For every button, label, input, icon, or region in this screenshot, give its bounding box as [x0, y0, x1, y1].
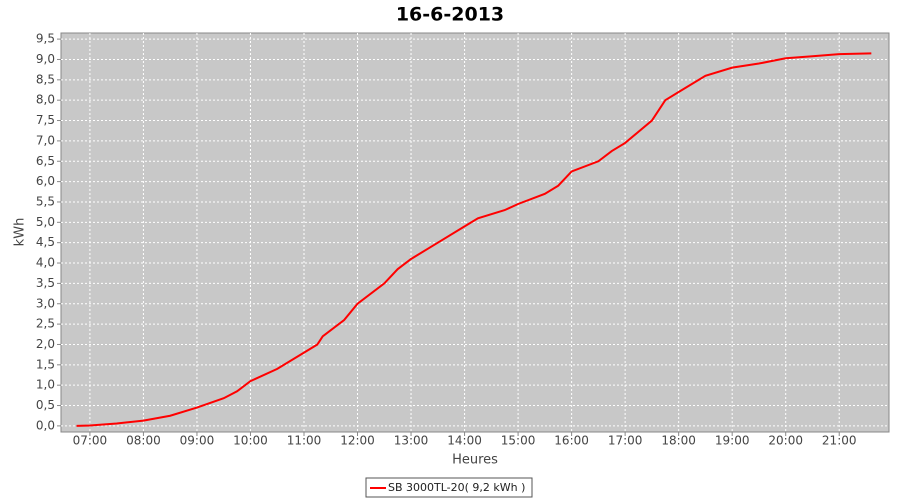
- y-tick-label: 3,0: [36, 296, 55, 310]
- x-tick-label: 13:00: [394, 434, 429, 448]
- legend-box: [365, 477, 533, 498]
- x-tick-label: 15:00: [501, 434, 536, 448]
- x-tick-label: 21:00: [822, 434, 857, 448]
- x-tick-label: 20:00: [768, 434, 803, 448]
- y-tick-label: 2,0: [36, 337, 55, 351]
- x-tick-label: 11:00: [287, 434, 322, 448]
- x-tick-label: 09:00: [180, 434, 215, 448]
- y-tick-label: 3,5: [36, 276, 55, 290]
- x-tick-label: 14:00: [447, 434, 482, 448]
- x-tick-label: 10:00: [233, 434, 268, 448]
- y-tick-label: 6,0: [36, 174, 55, 188]
- x-tick-label: 16:00: [554, 434, 589, 448]
- y-tick-label: 5,0: [36, 215, 55, 229]
- x-tick-label: 18:00: [661, 434, 696, 448]
- legend-label: SB 3000TL-20( 9,2 kWh ): [388, 481, 525, 494]
- y-tick-label: 9,5: [36, 32, 55, 46]
- x-tick-label: 17:00: [608, 434, 643, 448]
- y-axis-label: kWh: [13, 218, 28, 247]
- y-tick-label: 4,5: [36, 235, 55, 249]
- y-tick-label: 8,5: [36, 72, 55, 86]
- y-tick-label: 5,5: [36, 194, 55, 208]
- x-tick-label: 12:00: [340, 434, 375, 448]
- chart-title: 16-6-2013: [396, 4, 504, 26]
- y-tick-label: 0,0: [36, 418, 55, 432]
- data-line: [76, 52, 872, 427]
- y-tick-label: 1,0: [36, 378, 55, 392]
- y-tick-label: 9,0: [36, 52, 55, 66]
- x-tick-label: 08:00: [126, 434, 161, 448]
- y-tick-label: 1,5: [36, 357, 55, 371]
- y-tick-label: 7,0: [36, 133, 55, 147]
- x-axis-label: Heures: [452, 453, 498, 468]
- y-tick-label: 2,5: [36, 317, 55, 331]
- x-tick-label: 07:00: [73, 434, 108, 448]
- plot-area: [60, 32, 890, 433]
- y-tick-label: 8,0: [36, 93, 55, 107]
- y-tick-label: 7,5: [36, 113, 55, 127]
- y-tick-label: 6,5: [36, 154, 55, 168]
- y-tick-label: 4,0: [36, 256, 55, 270]
- x-tick-label: 19:00: [715, 434, 750, 448]
- y-tick-label: 0,5: [36, 398, 55, 412]
